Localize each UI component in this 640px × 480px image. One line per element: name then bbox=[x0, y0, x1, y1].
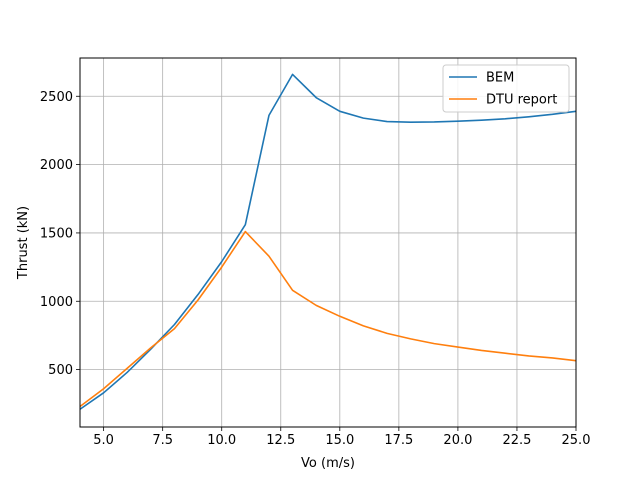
x-tick-label: 25.0 bbox=[562, 433, 591, 448]
plot-area-frame bbox=[79, 57, 577, 428]
series-lines bbox=[79, 73, 577, 410]
y-axis-label: Thrust (kN) bbox=[16, 206, 31, 280]
y-tick-label: 1500 bbox=[40, 226, 73, 241]
y-tick-label: 2000 bbox=[40, 158, 73, 173]
y-tick-label: 2500 bbox=[40, 90, 73, 105]
y-tick-label: 500 bbox=[48, 363, 73, 378]
x-axis-ticks: 5.0 7.5 10.0 12.5 15.0 17.5 20.0 22.5 25.0 bbox=[93, 427, 590, 448]
x-tick-label: 22.5 bbox=[502, 433, 531, 448]
x-tick-label: 15.0 bbox=[325, 433, 354, 448]
y-axis-ticks: 500 1000 1500 2000 2500 bbox=[40, 90, 80, 378]
y-tick-label: 1000 bbox=[40, 295, 73, 310]
legend-label: BEM bbox=[486, 71, 514, 86]
x-tick-label: 17.5 bbox=[384, 433, 413, 448]
x-axis-label: Vo (m/s) bbox=[301, 456, 355, 471]
legend-label: DTU report bbox=[486, 93, 557, 108]
x-tick-label: 20.0 bbox=[443, 433, 472, 448]
bem-series-line bbox=[79, 73, 577, 410]
legend: BEM DTU report bbox=[442, 64, 570, 113]
x-tick-label: 12.5 bbox=[266, 433, 295, 448]
dtu-report-series-line bbox=[79, 230, 577, 408]
x-tick-label: 7.5 bbox=[152, 433, 173, 448]
x-tick-label: 5.0 bbox=[93, 433, 114, 448]
x-tick-label: 10.0 bbox=[207, 433, 236, 448]
